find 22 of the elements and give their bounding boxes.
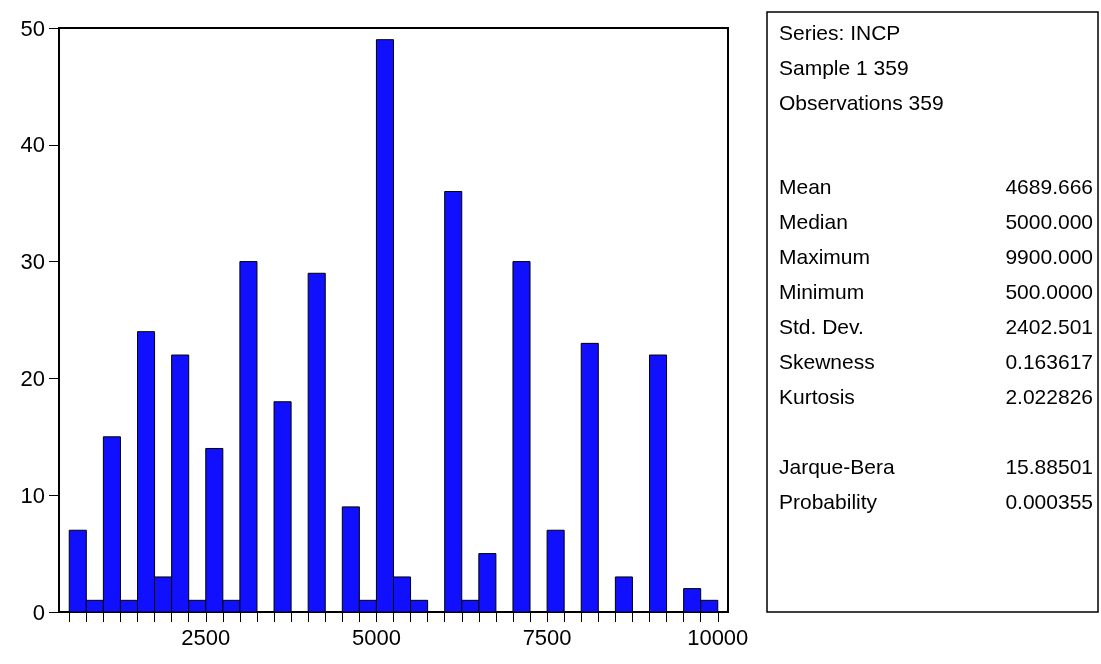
y-tick-label: 0 — [32, 599, 45, 625]
text: Jarque-Bera 15.88501 — [779, 455, 1093, 478]
y-tick-label: 40 — [20, 132, 45, 158]
text: Median 5000.000 — [779, 210, 1093, 233]
text: Mean 4689.666 — [779, 175, 1093, 198]
y-tick-label: 20 — [20, 365, 45, 391]
x-tick-label: 10000 — [687, 624, 749, 650]
y-tick-label: 10 — [20, 482, 45, 508]
y-tick-label: 30 — [20, 249, 45, 275]
text: Series: INCP — [779, 21, 901, 44]
text: Maximum 9900.000 — [779, 245, 1093, 268]
x-tick-label: 7500 — [522, 624, 572, 650]
text: Std. Dev. 2402.501 — [779, 315, 1093, 338]
text: Observations 359 — [779, 91, 944, 114]
text: Kurtosis 2.022826 — [779, 385, 1093, 408]
text: Sample 1 359 — [779, 56, 909, 79]
text: Skewness 0.163617 — [779, 350, 1093, 373]
text: Probability 0.000355 — [779, 490, 1093, 513]
x-tick-label: 5000 — [351, 624, 401, 650]
y-tick-label: 50 — [20, 15, 45, 41]
text: Minimum 500.0000 — [779, 280, 1093, 303]
x-tick-label: 2500 — [181, 624, 231, 650]
